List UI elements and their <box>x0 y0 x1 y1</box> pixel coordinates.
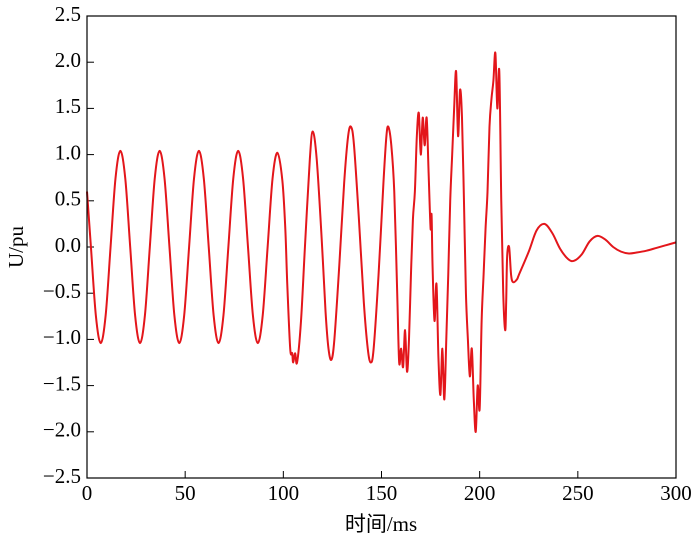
x-tick-label: 300 <box>660 481 692 505</box>
y-tick-label: −2.0 <box>43 418 81 442</box>
y-axis-label: U/pu <box>4 226 28 269</box>
y-tick-label: −1.0 <box>43 325 81 349</box>
y-tick-label: −2.5 <box>43 464 81 488</box>
x-tick-label: 50 <box>175 481 196 505</box>
x-tick-label: 150 <box>366 481 398 505</box>
x-tick-label: 100 <box>268 481 300 505</box>
line-series <box>86 51 677 433</box>
y-tick-label: 2.0 <box>55 48 81 72</box>
y-tick-label: −1.5 <box>43 371 81 395</box>
y-tick-label: 1.0 <box>55 140 81 164</box>
y-tick-label: 2.5 <box>55 2 81 26</box>
x-axis-label: 时间/ms <box>345 512 417 536</box>
x-tick-label: 200 <box>464 481 496 505</box>
y-tick-label: 0.5 <box>55 187 81 211</box>
y-tick-label: −0.5 <box>43 279 81 303</box>
y-tick-label: 1.5 <box>55 94 81 118</box>
x-tick-label: 0 <box>82 481 93 505</box>
y-tick-label: 0.0 <box>55 233 81 257</box>
plot-frame <box>86 15 677 479</box>
x-tick-label: 250 <box>562 481 594 505</box>
